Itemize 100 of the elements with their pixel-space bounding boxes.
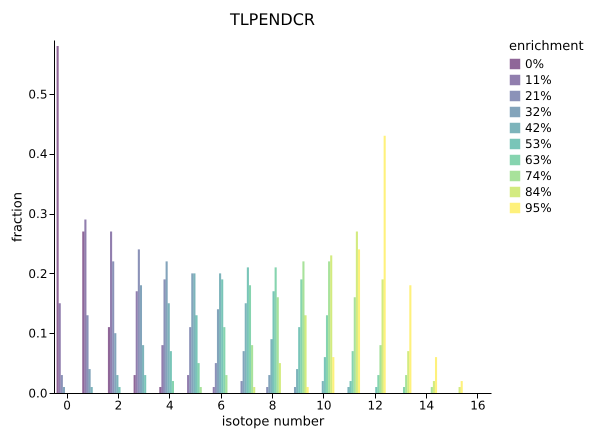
bar [324,357,326,393]
bar [195,315,198,393]
bar [460,381,463,393]
bar [108,327,110,393]
bar [300,279,302,393]
bar [352,351,354,393]
bar [328,261,330,393]
bar [354,297,356,393]
bar [159,387,162,393]
bar [200,387,202,393]
y-tick-label: 0.4 [28,147,48,162]
bar [458,387,461,393]
bar [304,315,307,393]
bar [118,387,121,393]
bar [294,387,296,393]
x-tick-label: 2 [114,398,122,412]
bar [189,327,192,393]
y-tick-label: 0.1 [28,326,48,341]
bar [382,279,384,393]
bar [407,351,410,393]
bar [268,375,270,393]
legend-label: 11% [525,73,552,87]
bar [379,345,382,393]
chart-title: TLPENDCR [228,10,316,29]
legend-label: 32% [525,105,552,119]
bar [356,231,358,393]
bar [242,351,245,393]
bar [163,279,166,393]
legend-label: 53% [525,137,552,151]
legend-label: 42% [525,121,552,135]
bar [84,219,86,393]
bar [142,345,144,393]
x-tick-label: 16 [470,398,486,412]
bar [116,375,118,393]
bar [58,303,61,393]
bar [266,387,268,393]
bar [347,387,350,393]
x-tick-label: 10 [316,398,332,412]
bar [330,255,332,393]
bar [56,46,59,393]
y-tick-label: 0.0 [28,386,48,400]
legend-label: 95% [525,201,552,215]
bar [110,231,112,393]
bar [112,261,114,393]
bar [246,267,249,393]
bar [88,369,91,393]
bar [90,387,93,393]
bar [405,375,408,393]
x-tick-label: 0 [63,398,71,412]
bar [302,261,304,393]
bar [402,387,406,393]
bar [221,279,224,393]
legend-title: enrichment [509,39,584,54]
legend-label: 74% [525,169,552,183]
y-tick-label: 0.5 [28,87,48,102]
legend-label: 21% [525,89,552,103]
bar [166,261,168,393]
bar [251,345,254,393]
bar [326,315,328,393]
x-tick-label: 14 [418,398,434,412]
bar [375,387,378,393]
bar [276,297,279,393]
bar [434,357,438,393]
bar [244,303,247,393]
bar [274,267,277,393]
bar [409,285,412,393]
y-axis-title: fraction [10,192,26,242]
bar [432,381,435,393]
bar [358,249,360,393]
bar [384,136,386,393]
x-tick-label: 4 [166,398,174,412]
bar [136,291,138,393]
bar [223,327,226,393]
bar [86,315,89,393]
y-tick-label: 0.3 [28,207,48,222]
bar [140,285,142,393]
bar [248,285,252,393]
bar [170,351,172,393]
bar [296,369,298,393]
bar [138,249,140,393]
bar [172,381,174,393]
bar [198,363,200,393]
bar [430,387,433,393]
bar [332,357,334,393]
bar [161,345,164,393]
bar [62,387,65,393]
bar [306,387,309,393]
bar [225,375,228,393]
x-tick-label: 6 [217,398,225,412]
bar [350,381,352,393]
bar [187,375,190,393]
bar [253,387,256,393]
x-tick-label: 8 [268,398,276,412]
bar [240,381,243,393]
bar [212,387,215,393]
bar [216,309,220,393]
bar [377,375,380,393]
bar [214,363,217,393]
bar [82,231,84,393]
bar [298,327,300,393]
